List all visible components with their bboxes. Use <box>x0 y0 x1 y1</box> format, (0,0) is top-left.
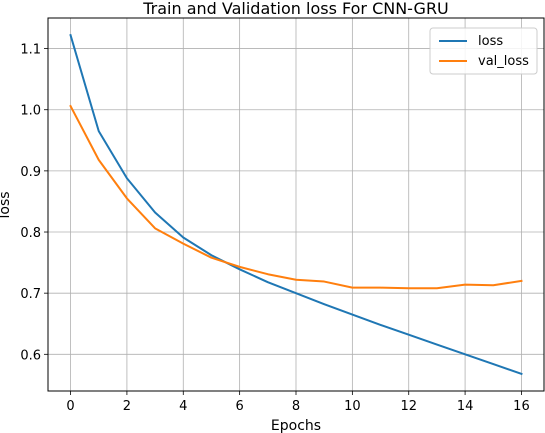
x-tick-label: 8 <box>292 399 300 414</box>
x-tick-label: 14 <box>457 399 474 414</box>
ticks: 0 2 4 6 8 10 12 14 16 0.6 0.7 0.8 0.9 1.0 1.1 <box>20 43 529 414</box>
legend-box <box>429 27 538 75</box>
x-tick-label: 4 <box>179 399 187 414</box>
chart-title: Train and Validation loss For CNN-GRU <box>142 0 449 18</box>
y-axis-label: loss <box>0 191 13 218</box>
legend-label-val-loss: val_loss <box>478 54 529 69</box>
legend: loss val_loss <box>429 27 538 75</box>
x-tick-label: 6 <box>235 399 243 414</box>
x-tick-label: 0 <box>66 399 74 414</box>
series-line-loss <box>69 33 523 376</box>
y-tick-label: 0.9 <box>20 165 41 180</box>
grid <box>48 18 544 391</box>
y-tick-label: 0.7 <box>20 287 41 302</box>
y-tick-label: 1.1 <box>20 43 41 58</box>
series-line-val-loss <box>69 104 523 290</box>
y-tick-label: 1.0 <box>20 104 41 119</box>
x-tick-label: 2 <box>123 399 131 414</box>
y-tick-label: 0.6 <box>20 348 41 363</box>
x-axis-label: Epochs <box>271 418 321 433</box>
x-tick-label: 16 <box>513 399 530 414</box>
x-tick-label: 10 <box>344 399 361 414</box>
legend-label-loss: loss <box>478 34 503 49</box>
x-tick-label: 12 <box>400 399 417 414</box>
series-layer <box>69 33 523 376</box>
y-tick-label: 0.8 <box>20 226 41 241</box>
